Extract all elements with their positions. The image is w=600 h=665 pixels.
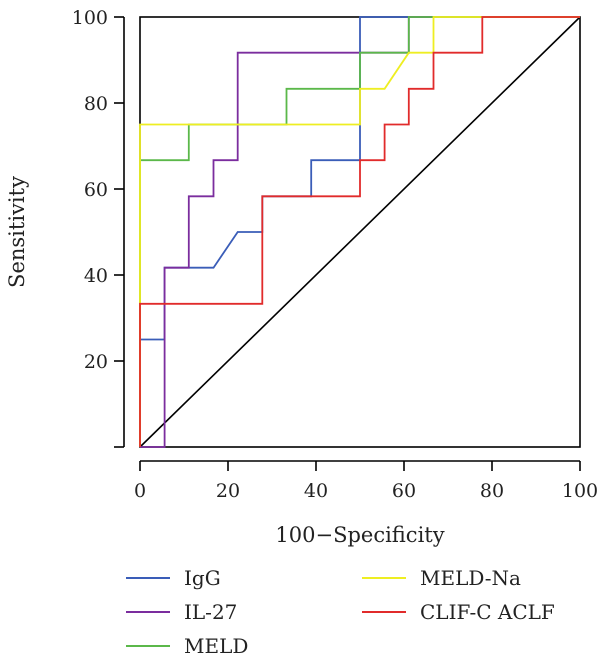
series-line-meld [139, 16, 580, 447]
legend-label: IL-27 [184, 600, 237, 624]
legend-label: CLIF-C ACLF [420, 600, 555, 624]
y-axis-label: Sensitivity [5, 176, 29, 288]
plot-area [139, 16, 581, 448]
legend-label: IgG [184, 566, 221, 590]
series-layer [139, 16, 580, 448]
series-line-meld-na [139, 16, 580, 447]
legend-item: IgG [126, 566, 221, 590]
legend-item: MELD [126, 634, 248, 658]
legend-label: MELD-Na [420, 566, 521, 590]
x-tick-label: 100 [562, 480, 598, 502]
legend-item: MELD-Na [362, 566, 521, 590]
y-axis: 20 40 60 80 100 [72, 7, 125, 448]
x-tick-label: 0 [134, 480, 146, 502]
y-tick-label: 80 [84, 93, 108, 115]
x-tick-label: 60 [392, 480, 416, 502]
x-tick-label: 80 [480, 480, 504, 502]
x-axis: 0 20 40 60 80 100 [134, 460, 598, 502]
legend-item: IL-27 [126, 600, 237, 624]
x-axis-label: 100−Specificity [275, 523, 444, 547]
y-tick-label: 100 [72, 7, 108, 29]
x-tick-label: 20 [216, 480, 240, 502]
legend-item: CLIF-C ACLF [362, 600, 555, 624]
legend-label: MELD [184, 634, 248, 658]
y-tick-label: 40 [84, 265, 108, 287]
y-tick-label: 20 [84, 351, 108, 373]
x-tick-label: 40 [304, 480, 328, 502]
legend: IgG IL-27 MELD MELD-Na CLIF-C ACLF [126, 566, 555, 658]
reference-diagonal-line [139, 16, 581, 448]
y-tick-label: 60 [84, 179, 108, 201]
series-line-clif-c-aclf [139, 16, 580, 447]
